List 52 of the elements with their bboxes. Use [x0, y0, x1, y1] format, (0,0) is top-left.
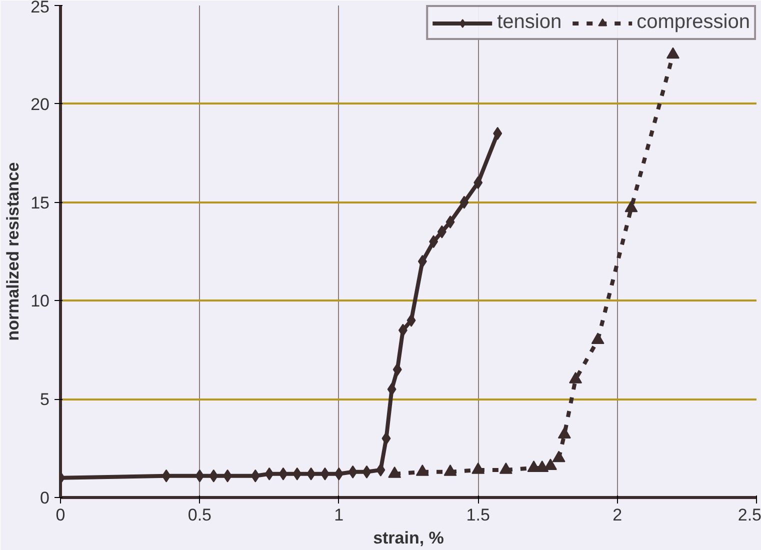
- point: [416, 464, 429, 476]
- point: [544, 458, 557, 470]
- y-tick-label: 25: [30, 0, 50, 16]
- point: [392, 363, 402, 376]
- point: [493, 126, 502, 140]
- y-tick-label: 20: [30, 94, 50, 114]
- point: [446, 215, 455, 228]
- point: [334, 467, 344, 480]
- point: [195, 469, 204, 482]
- y-tick-label: 10: [30, 292, 50, 311]
- point: [162, 469, 171, 482]
- point: [388, 466, 402, 478]
- point: [398, 324, 408, 337]
- x-tick-label: 1: [334, 506, 344, 524]
- x-tick-label: 1.5: [466, 506, 490, 524]
- y-tick-label: 0: [40, 488, 50, 508]
- point: [387, 382, 396, 396]
- point: [292, 467, 302, 480]
- point: [250, 469, 260, 482]
- legend-label: tension: [497, 11, 562, 34]
- point: [418, 254, 427, 268]
- y-tick-label: 15: [30, 193, 50, 212]
- point: [437, 225, 446, 238]
- x-tick-label: 2: [612, 506, 622, 524]
- point: [444, 464, 457, 476]
- point: [499, 462, 512, 474]
- point: [472, 462, 485, 474]
- point: [264, 467, 274, 480]
- point: [382, 432, 391, 445]
- point: [552, 450, 566, 462]
- point: [362, 465, 372, 478]
- y-tick-label: 5: [40, 390, 50, 410]
- x-axis-title: strain, %: [373, 528, 444, 548]
- point: [591, 332, 604, 344]
- x-tick-label: 0.5: [188, 506, 212, 524]
- point: [558, 427, 571, 438]
- y-axis-title: normalized resistance: [4, 162, 23, 341]
- point: [474, 176, 483, 190]
- x-tick-label: 2.5: [738, 506, 761, 524]
- point: [406, 314, 416, 327]
- point: [320, 467, 330, 480]
- point: [376, 463, 386, 476]
- point: [278, 467, 288, 480]
- point: [306, 467, 316, 480]
- point: [209, 469, 218, 482]
- x-tick-label: 0: [56, 506, 66, 524]
- point: [460, 196, 469, 209]
- legend-label: compression: [636, 11, 750, 34]
- point: [223, 469, 232, 482]
- point: [429, 235, 438, 248]
- point: [348, 465, 358, 478]
- point: [569, 372, 582, 384]
